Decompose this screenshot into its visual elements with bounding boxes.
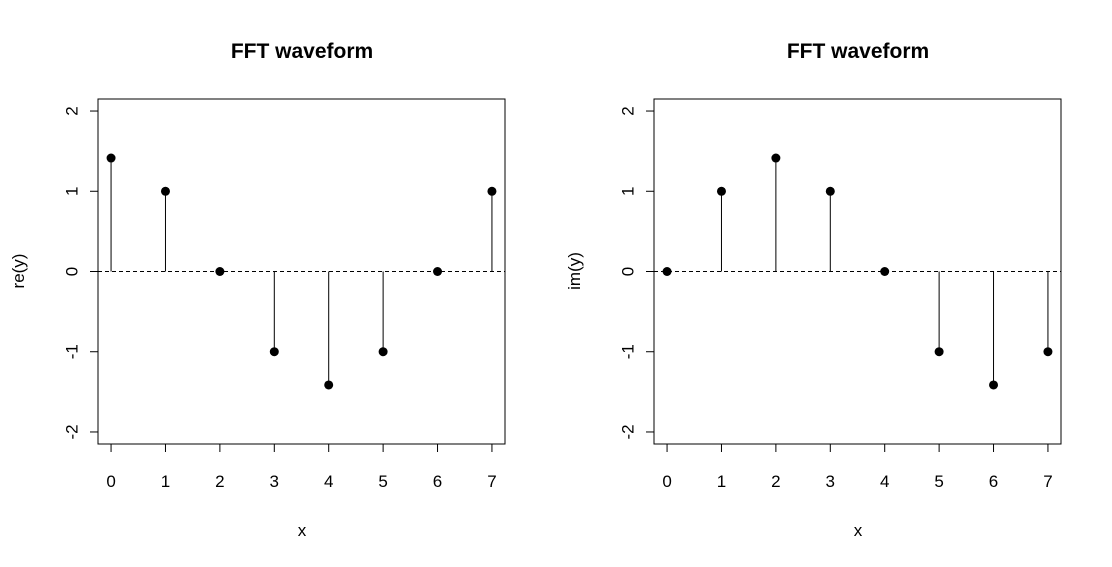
y-tick-label: 0 [619, 267, 638, 276]
y-tick-label: 2 [619, 106, 638, 115]
chart-title: FFT waveform [231, 40, 373, 63]
x-tick-label: 3 [826, 472, 835, 491]
x-tick-label: 4 [324, 472, 333, 491]
y-axis: -2 -1 0 1 2 [63, 106, 99, 440]
x-tick-label: 3 [270, 472, 279, 491]
x-tick-label: 0 [106, 472, 115, 491]
data-point [324, 380, 334, 390]
x-tick-label: 2 [215, 472, 224, 491]
x-tick-label: 4 [880, 472, 889, 491]
panel-re: FFT waveform x re(y) 0 1 2 3 4 5 6 7 -2 -1 0 1 2 [9, 40, 506, 540]
y-tick-label: -1 [619, 344, 638, 359]
x-tick-label: 6 [989, 472, 998, 491]
data-point [160, 186, 170, 196]
data-point [989, 380, 999, 390]
chart-title: FFT waveform [787, 40, 929, 63]
panel-im: FFT waveform x im(y) 0 1 2 3 4 5 6 7 -2 -1 0 1 2 [565, 40, 1062, 540]
data-point [771, 153, 781, 163]
data-point [1043, 347, 1053, 357]
x-axis: 0 1 2 3 4 5 6 7 [106, 443, 497, 491]
x-axis: 0 1 2 3 4 5 6 7 [662, 443, 1053, 491]
y-tick-label: -2 [63, 424, 82, 439]
y-axis-label: re(y) [9, 254, 28, 289]
data-point [716, 186, 726, 196]
y-tick-label: 2 [63, 106, 82, 115]
x-tick-label: 1 [161, 472, 170, 491]
plot-marks [654, 153, 1061, 390]
x-axis-label: x [298, 521, 307, 540]
x-axis-label: x [854, 521, 863, 540]
x-tick-label: 6 [433, 472, 442, 491]
y-tick-label: 0 [63, 267, 82, 276]
data-point [215, 267, 225, 276]
y-tick-label: -2 [619, 424, 638, 439]
data-point [106, 153, 116, 163]
data-point [433, 267, 443, 276]
y-tick-label: 1 [619, 187, 638, 196]
y-tick-label: -1 [63, 344, 82, 359]
data-point [934, 347, 944, 357]
data-point [880, 267, 890, 276]
y-axis-label: im(y) [565, 252, 584, 290]
x-tick-label: 7 [1043, 472, 1052, 491]
y-tick-label: 1 [63, 187, 82, 196]
data-point [487, 186, 497, 196]
x-tick-label: 2 [771, 472, 780, 491]
plot-marks [98, 153, 505, 390]
data-point [825, 186, 835, 196]
x-tick-label: 5 [934, 472, 943, 491]
data-point [269, 347, 279, 357]
data-point [378, 347, 388, 357]
data-point [662, 267, 672, 276]
x-tick-label: 5 [378, 472, 387, 491]
x-tick-label: 0 [662, 472, 671, 491]
x-tick-label: 7 [487, 472, 496, 491]
y-axis: -2 -1 0 1 2 [619, 106, 655, 440]
x-tick-label: 1 [717, 472, 726, 491]
